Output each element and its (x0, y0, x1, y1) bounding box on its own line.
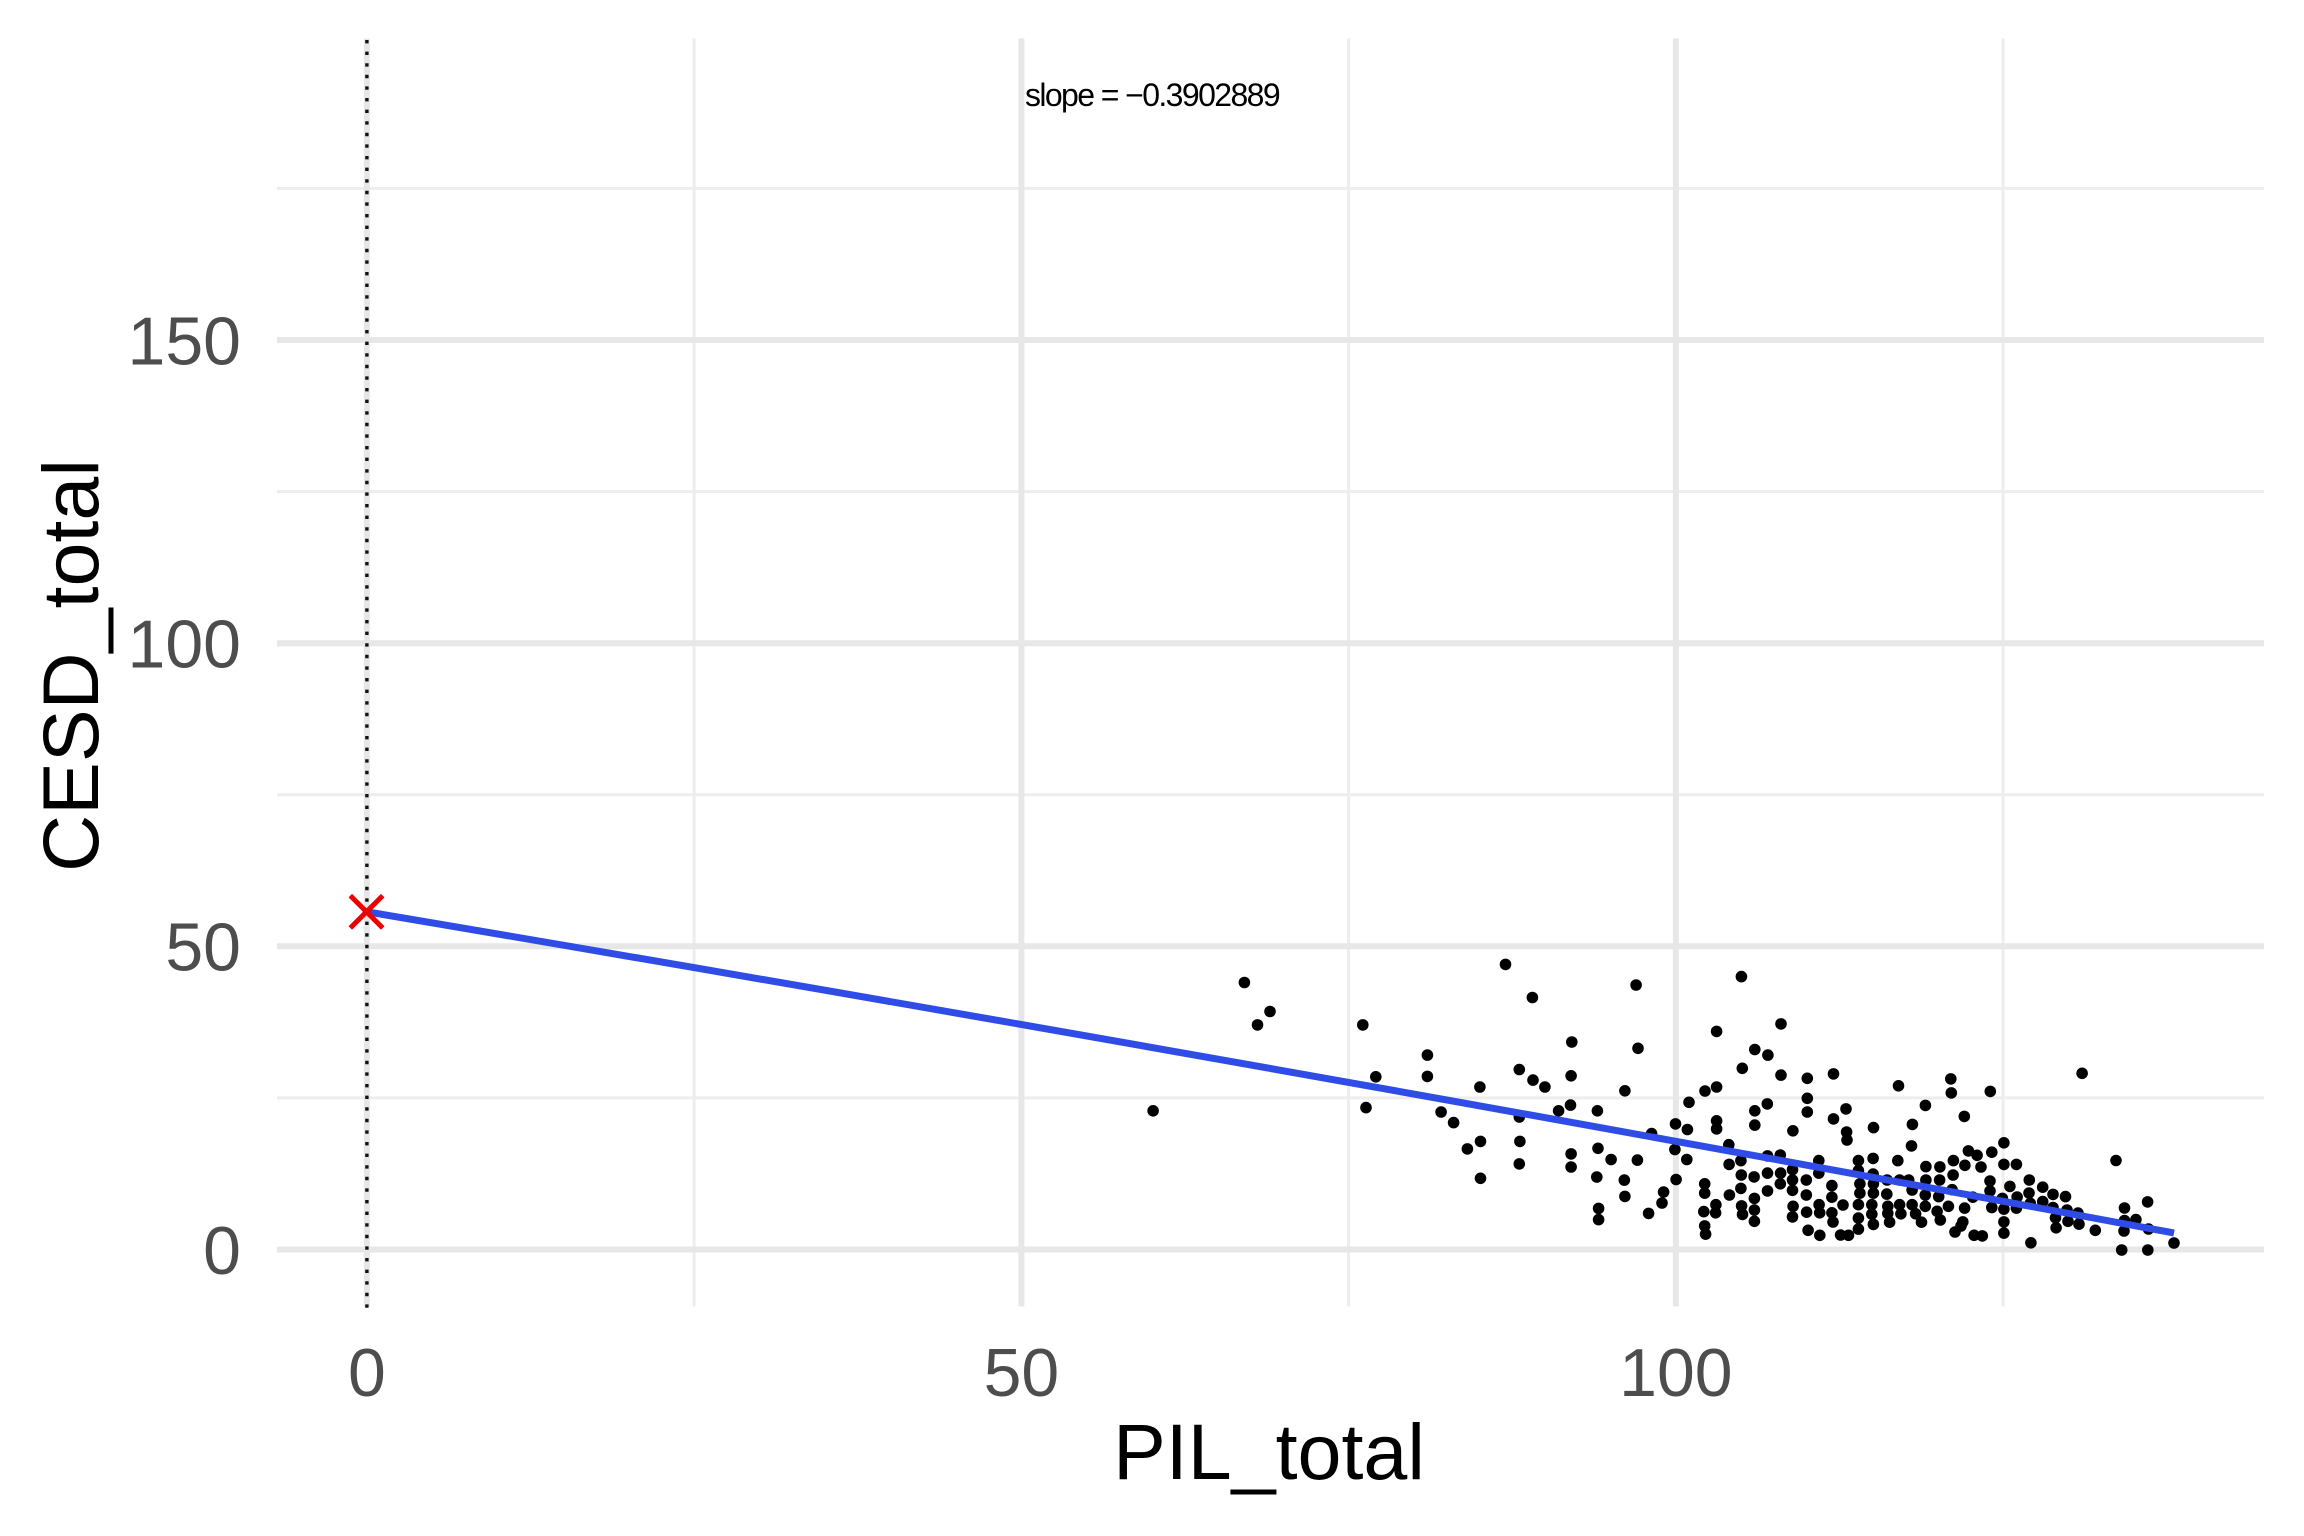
svg-text:100: 100 (128, 607, 241, 683)
svg-text:CESD_total: CESD_total (26, 459, 115, 872)
svg-text:0: 0 (203, 1213, 241, 1289)
svg-text:150: 150 (128, 303, 241, 379)
svg-text:0: 0 (348, 1335, 386, 1411)
svg-text:PIL_total: PIL_total (1113, 1407, 1425, 1496)
svg-text:slope = −0.3902889: slope = −0.3902889 (1025, 77, 1280, 113)
svg-text:50: 50 (984, 1335, 1060, 1411)
svg-text:50: 50 (165, 910, 241, 986)
svg-text:100: 100 (1619, 1335, 1732, 1411)
